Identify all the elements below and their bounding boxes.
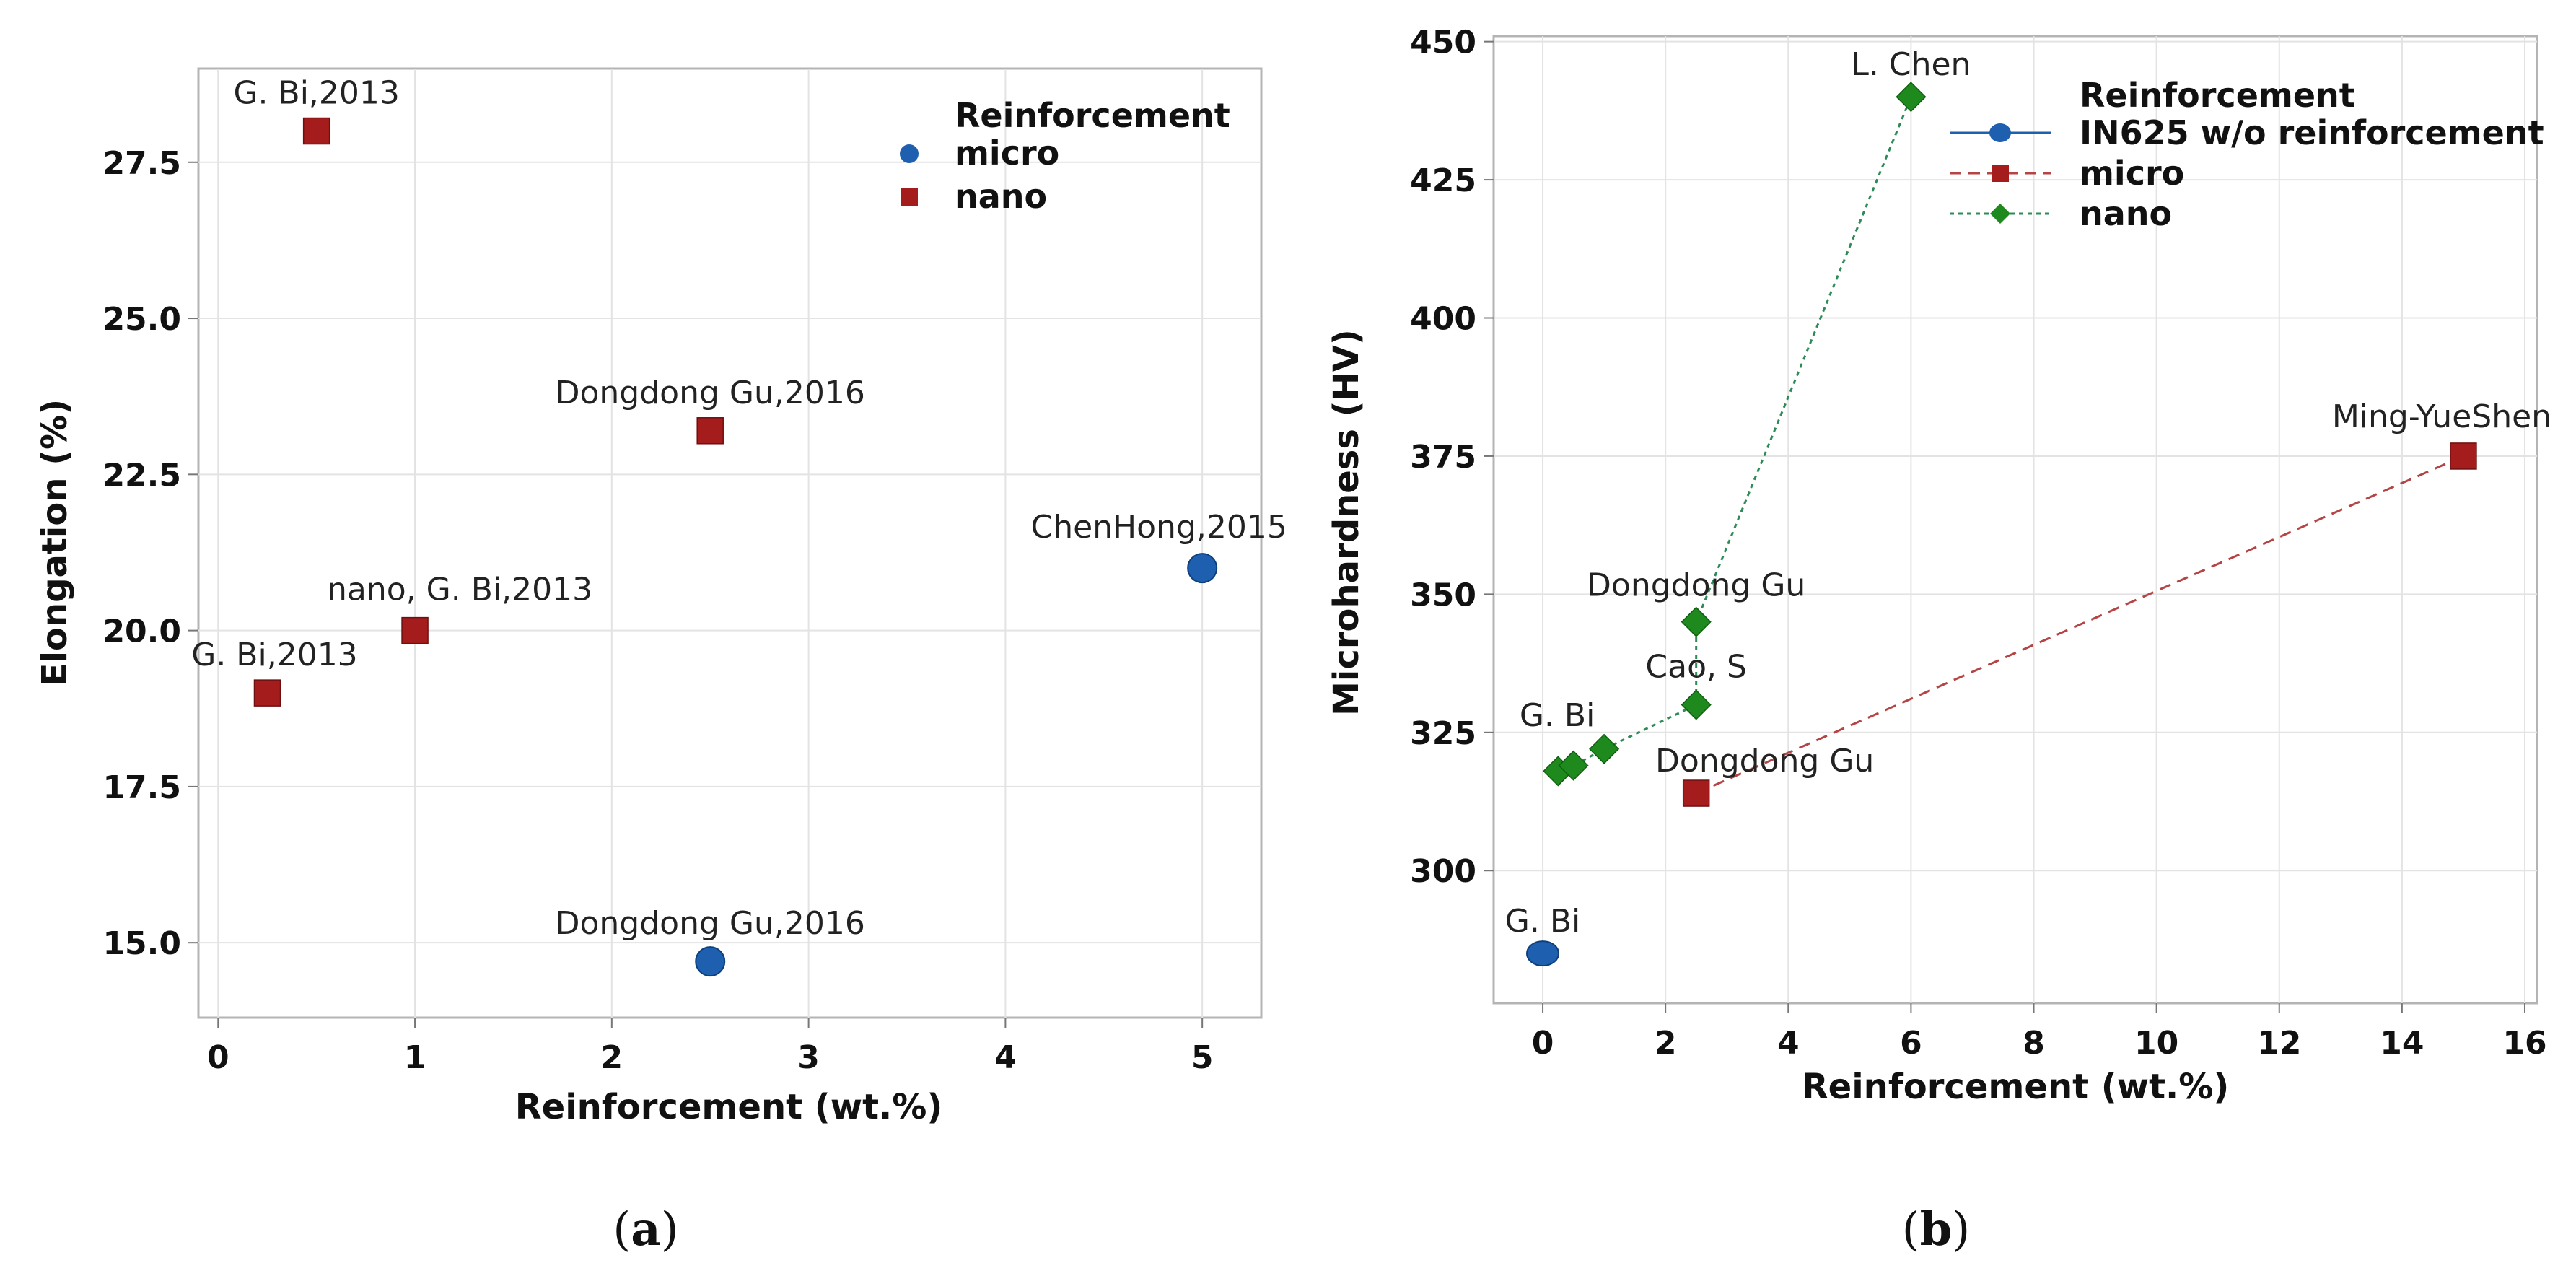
- point-annotation-a: Dongdong Gu,2016: [556, 905, 865, 942]
- point-annotation-a: nano, G. Bi,2013: [327, 572, 592, 608]
- caption-a-letter: a: [631, 1202, 660, 1257]
- y-tick-label-a: 17.5: [102, 769, 181, 806]
- point-annotation-b: Dongdong Gu: [1655, 743, 1874, 779]
- legend-title-b: Reinforcement: [2080, 76, 2355, 115]
- legend-marker-micro-b: [1992, 165, 2009, 182]
- x-tick-label-a: 1: [404, 1039, 426, 1076]
- legend-title-a: Reinforcement: [955, 96, 1230, 135]
- x-tick-label-b: 12: [2257, 1025, 2301, 1062]
- point-micro: [1682, 779, 1710, 807]
- x-tick-label-a: 0: [207, 1039, 229, 1076]
- y-ticks-b: 300 325 350 375 400 425 450: [1410, 25, 1494, 890]
- legend-marker-nano-a: [901, 188, 918, 206]
- y-tick-label-b: 325: [1410, 715, 1476, 752]
- marks-b: [1526, 82, 2477, 967]
- caption-b: (b): [1902, 1202, 1971, 1257]
- point-nano: [1589, 733, 1620, 764]
- panel-a: 0 1 2 3 4 5 15.0 17.5 20.0 22.5 25.0 27.5 Dongdong…: [35, 67, 1287, 1127]
- point-annotation-a: G. Bi,2013: [233, 75, 399, 112]
- y-tick-label-b: 450: [1410, 25, 1476, 61]
- caption-a-close: ): [661, 1203, 679, 1257]
- y-tick-label-b: 375: [1410, 439, 1476, 476]
- point-annotation-a: G. Bi,2013: [191, 637, 357, 673]
- point-annotation-b: Dongdong Gu: [1587, 567, 1805, 604]
- point-nano: [1681, 606, 1712, 637]
- point-nano: [1681, 689, 1712, 720]
- caption-b-letter: b: [1920, 1202, 1953, 1257]
- y-tick-label-a: 22.5: [102, 457, 181, 494]
- legend-marker-micro-a: [900, 144, 919, 163]
- y-tick-label-a: 25.0: [102, 301, 181, 338]
- point-annotation-b: G. Bi: [1505, 903, 1580, 940]
- legend-label-nano-b: nano: [2080, 194, 2172, 233]
- legend-a: Reinforcement micro nano: [900, 96, 1230, 216]
- point-nano: [1896, 82, 1927, 113]
- x-tick-label-b: 2: [1655, 1025, 1677, 1062]
- grid-b: [1494, 36, 2537, 1003]
- series-line-nano: [1557, 96, 1912, 772]
- series-lines-b: [1557, 96, 2464, 795]
- grid-a: [198, 69, 1261, 1018]
- plot-area-a: [197, 67, 1263, 1019]
- x-tick-label-b: 0: [1532, 1025, 1554, 1062]
- y-tick-label-b: 425: [1410, 162, 1476, 199]
- point-nano: [696, 417, 724, 445]
- x-tick-label-a: 2: [601, 1039, 623, 1076]
- annotations-a: Dongdong Gu,2016 ChenHong,2015 G. Bi,2013 D…: [191, 75, 1287, 943]
- legend-label-micro-b: micro: [2080, 154, 2184, 193]
- legend-label-micro-a: micro: [955, 134, 1059, 172]
- caption-b-close: ): [1952, 1203, 1970, 1257]
- x-ticks-b: 0 2 4 6 8 10 12 14 16: [1532, 1003, 2547, 1062]
- x-tick-label-a: 4: [994, 1039, 1017, 1076]
- x-tick-label-b: 10: [2134, 1025, 2178, 1062]
- caption-a: (a): [613, 1202, 678, 1257]
- point-nano: [253, 679, 281, 707]
- legend-label-in625-b: IN625 w/o reinforcement: [2080, 113, 2544, 152]
- x-tick-label-b: 6: [1900, 1025, 1922, 1062]
- y-tick-label-b: 300: [1410, 853, 1476, 890]
- point-annotation-a: Dongdong Gu,2016: [556, 375, 865, 411]
- y-ticks-a: 15.0 17.5 20.0 22.5 25.0 27.5: [102, 145, 198, 962]
- legend-marker-in625-b: [1989, 123, 2011, 142]
- y-tick-label-a: 15.0: [102, 925, 181, 962]
- x-axis-label-b: Reinforcement (wt.%): [1802, 1067, 2230, 1107]
- y-tick-label-b: 350: [1410, 577, 1476, 613]
- point-in625-w-o-reinforcement: [1526, 940, 1560, 967]
- legend-label-nano-a: nano: [955, 177, 1047, 216]
- legend-marker-nano-b: [1990, 204, 2010, 224]
- x-tick-label-a: 5: [1191, 1039, 1214, 1076]
- x-ticks-a: 0 1 2 3 4 5: [207, 1018, 1214, 1076]
- point-annotation-b: Cao, S: [1645, 649, 1747, 686]
- point-annotation-b: Ming-YueShen: [2332, 398, 2551, 435]
- point-micro: [1187, 553, 1218, 584]
- x-tick-label-b: 16: [2502, 1025, 2546, 1062]
- plot-area-b: [1492, 35, 2538, 1005]
- point-nano: [302, 117, 330, 145]
- annotations-b: G. Bi Dongdong Gu Ming-YueShen G. Bi Cao, S D…: [1505, 46, 2551, 940]
- point-nano: [401, 616, 429, 644]
- panel-b: 0 2 4 6 8 10 12 14 16 300 325 350 375 400 425 450 G. B…: [1326, 25, 2551, 1107]
- point-micro: [2450, 442, 2477, 470]
- point-nano: [1558, 750, 1589, 781]
- point-micro: [695, 946, 726, 977]
- x-tick-label-b: 8: [2023, 1025, 2045, 1062]
- x-tick-label-a: 3: [797, 1039, 820, 1076]
- legend-b: Reinforcement IN625 w/o reinforcement mi…: [1950, 76, 2544, 233]
- point-annotation-a: ChenHong,2015: [1030, 509, 1287, 546]
- y-axis-label-a: Elongation (%): [35, 399, 75, 686]
- x-tick-label-b: 14: [2380, 1025, 2424, 1062]
- point-annotation-b: G. Bi: [1520, 697, 1595, 734]
- point-annotation-b: L. Chen: [1851, 46, 1971, 83]
- y-axis-label-b: Microhardness (HV): [1326, 329, 1367, 716]
- x-tick-label-b: 4: [1777, 1025, 1800, 1062]
- x-axis-label-a: Reinforcement (wt.%): [515, 1087, 943, 1127]
- y-tick-label-a: 27.5: [102, 145, 181, 182]
- y-tick-label-b: 400: [1410, 301, 1476, 338]
- marks-a: [253, 117, 1218, 977]
- caption-a-open: (: [613, 1203, 631, 1257]
- caption-b-open: (: [1902, 1203, 1920, 1257]
- y-tick-label-a: 20.0: [102, 613, 181, 650]
- series-line-micro: [1696, 455, 2464, 795]
